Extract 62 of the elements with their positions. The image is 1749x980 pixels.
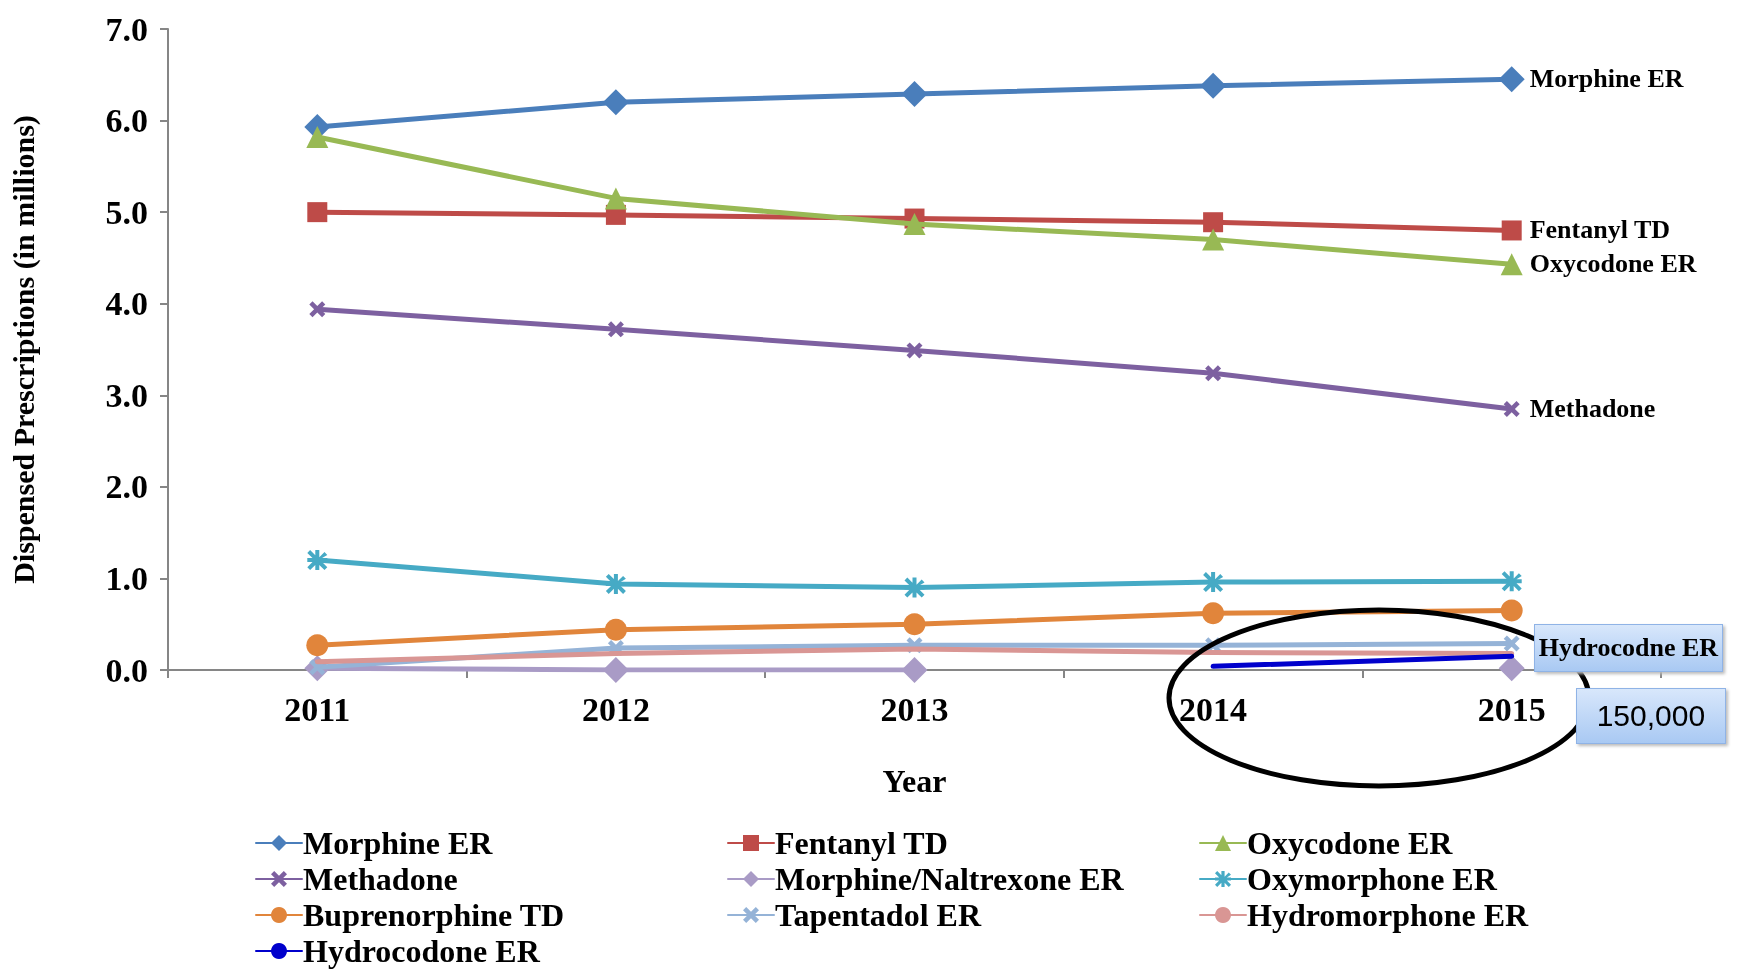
legend-label: Fentanyl TD	[775, 825, 948, 861]
point	[306, 126, 329, 149]
x-tick-label: 2011	[284, 690, 351, 728]
point	[605, 573, 626, 594]
annotation: Morphine ER	[1529, 64, 1684, 95]
legend-label: Oxymorphone ER	[1247, 861, 1498, 897]
point	[1200, 72, 1227, 99]
legend-label: Morphine ER	[303, 825, 494, 861]
annotation: Methadone	[1529, 394, 1656, 425]
y-tick-label: 3.0	[105, 376, 148, 414]
legend-label: Morphine/Naltrexone ER	[775, 861, 1125, 897]
legend-label: Oxycodone ER	[1247, 825, 1454, 861]
point	[1501, 220, 1522, 241]
annotation: Oxycodone ER	[1529, 249, 1697, 280]
point	[901, 657, 928, 683]
point	[1500, 253, 1523, 276]
x-axis-title: Year	[882, 763, 947, 799]
legend-label: Tapentadol ER	[775, 897, 982, 933]
point	[903, 613, 926, 636]
annotation: Fentanyl TD	[1529, 215, 1671, 246]
point	[1202, 228, 1225, 251]
point	[1498, 66, 1525, 93]
point	[901, 81, 928, 108]
y-tick-label: 4.0	[105, 285, 148, 323]
x-tick-label: 2015	[1477, 690, 1546, 728]
annotation: Hydrocodne ER	[1533, 624, 1724, 673]
point	[307, 202, 328, 223]
point	[1503, 635, 1520, 652]
y-tick-label: 7.0	[105, 10, 148, 48]
legend-label: Methadone	[303, 861, 458, 897]
point	[602, 89, 629, 116]
point	[1498, 655, 1525, 682]
y-tick-label: 6.0	[105, 102, 148, 140]
point	[602, 657, 629, 683]
point	[904, 577, 925, 598]
point	[906, 342, 923, 359]
point	[1500, 599, 1523, 622]
legend-label: Hydrocodone ER	[303, 933, 541, 969]
y-tick-label: 0.0	[105, 651, 148, 689]
point	[1503, 401, 1520, 418]
legend-label: Hydromorphone ER	[1247, 897, 1530, 933]
point	[1205, 365, 1222, 382]
y-tick-label: 5.0	[105, 193, 148, 231]
point	[307, 550, 328, 571]
point	[604, 618, 627, 641]
legend-label: Buprenorphine TD	[303, 897, 565, 933]
point	[1501, 571, 1522, 592]
point	[1203, 212, 1224, 233]
point	[306, 634, 329, 657]
y-tick-label: 2.0	[105, 468, 148, 506]
x-tick-label: 2012	[581, 690, 650, 728]
y-tick-label: 1.0	[105, 559, 148, 597]
y-axis-title: Dispensed Prescriptions (in millions)	[6, 115, 41, 584]
point	[903, 213, 926, 236]
point	[1203, 572, 1224, 593]
point	[604, 187, 627, 210]
point	[309, 301, 326, 318]
text: 150,000	[1575, 688, 1727, 745]
point	[607, 321, 624, 338]
x-tick-label: 2013	[880, 690, 949, 728]
x-tick-label: 2014	[1179, 690, 1248, 728]
point	[1202, 602, 1225, 625]
